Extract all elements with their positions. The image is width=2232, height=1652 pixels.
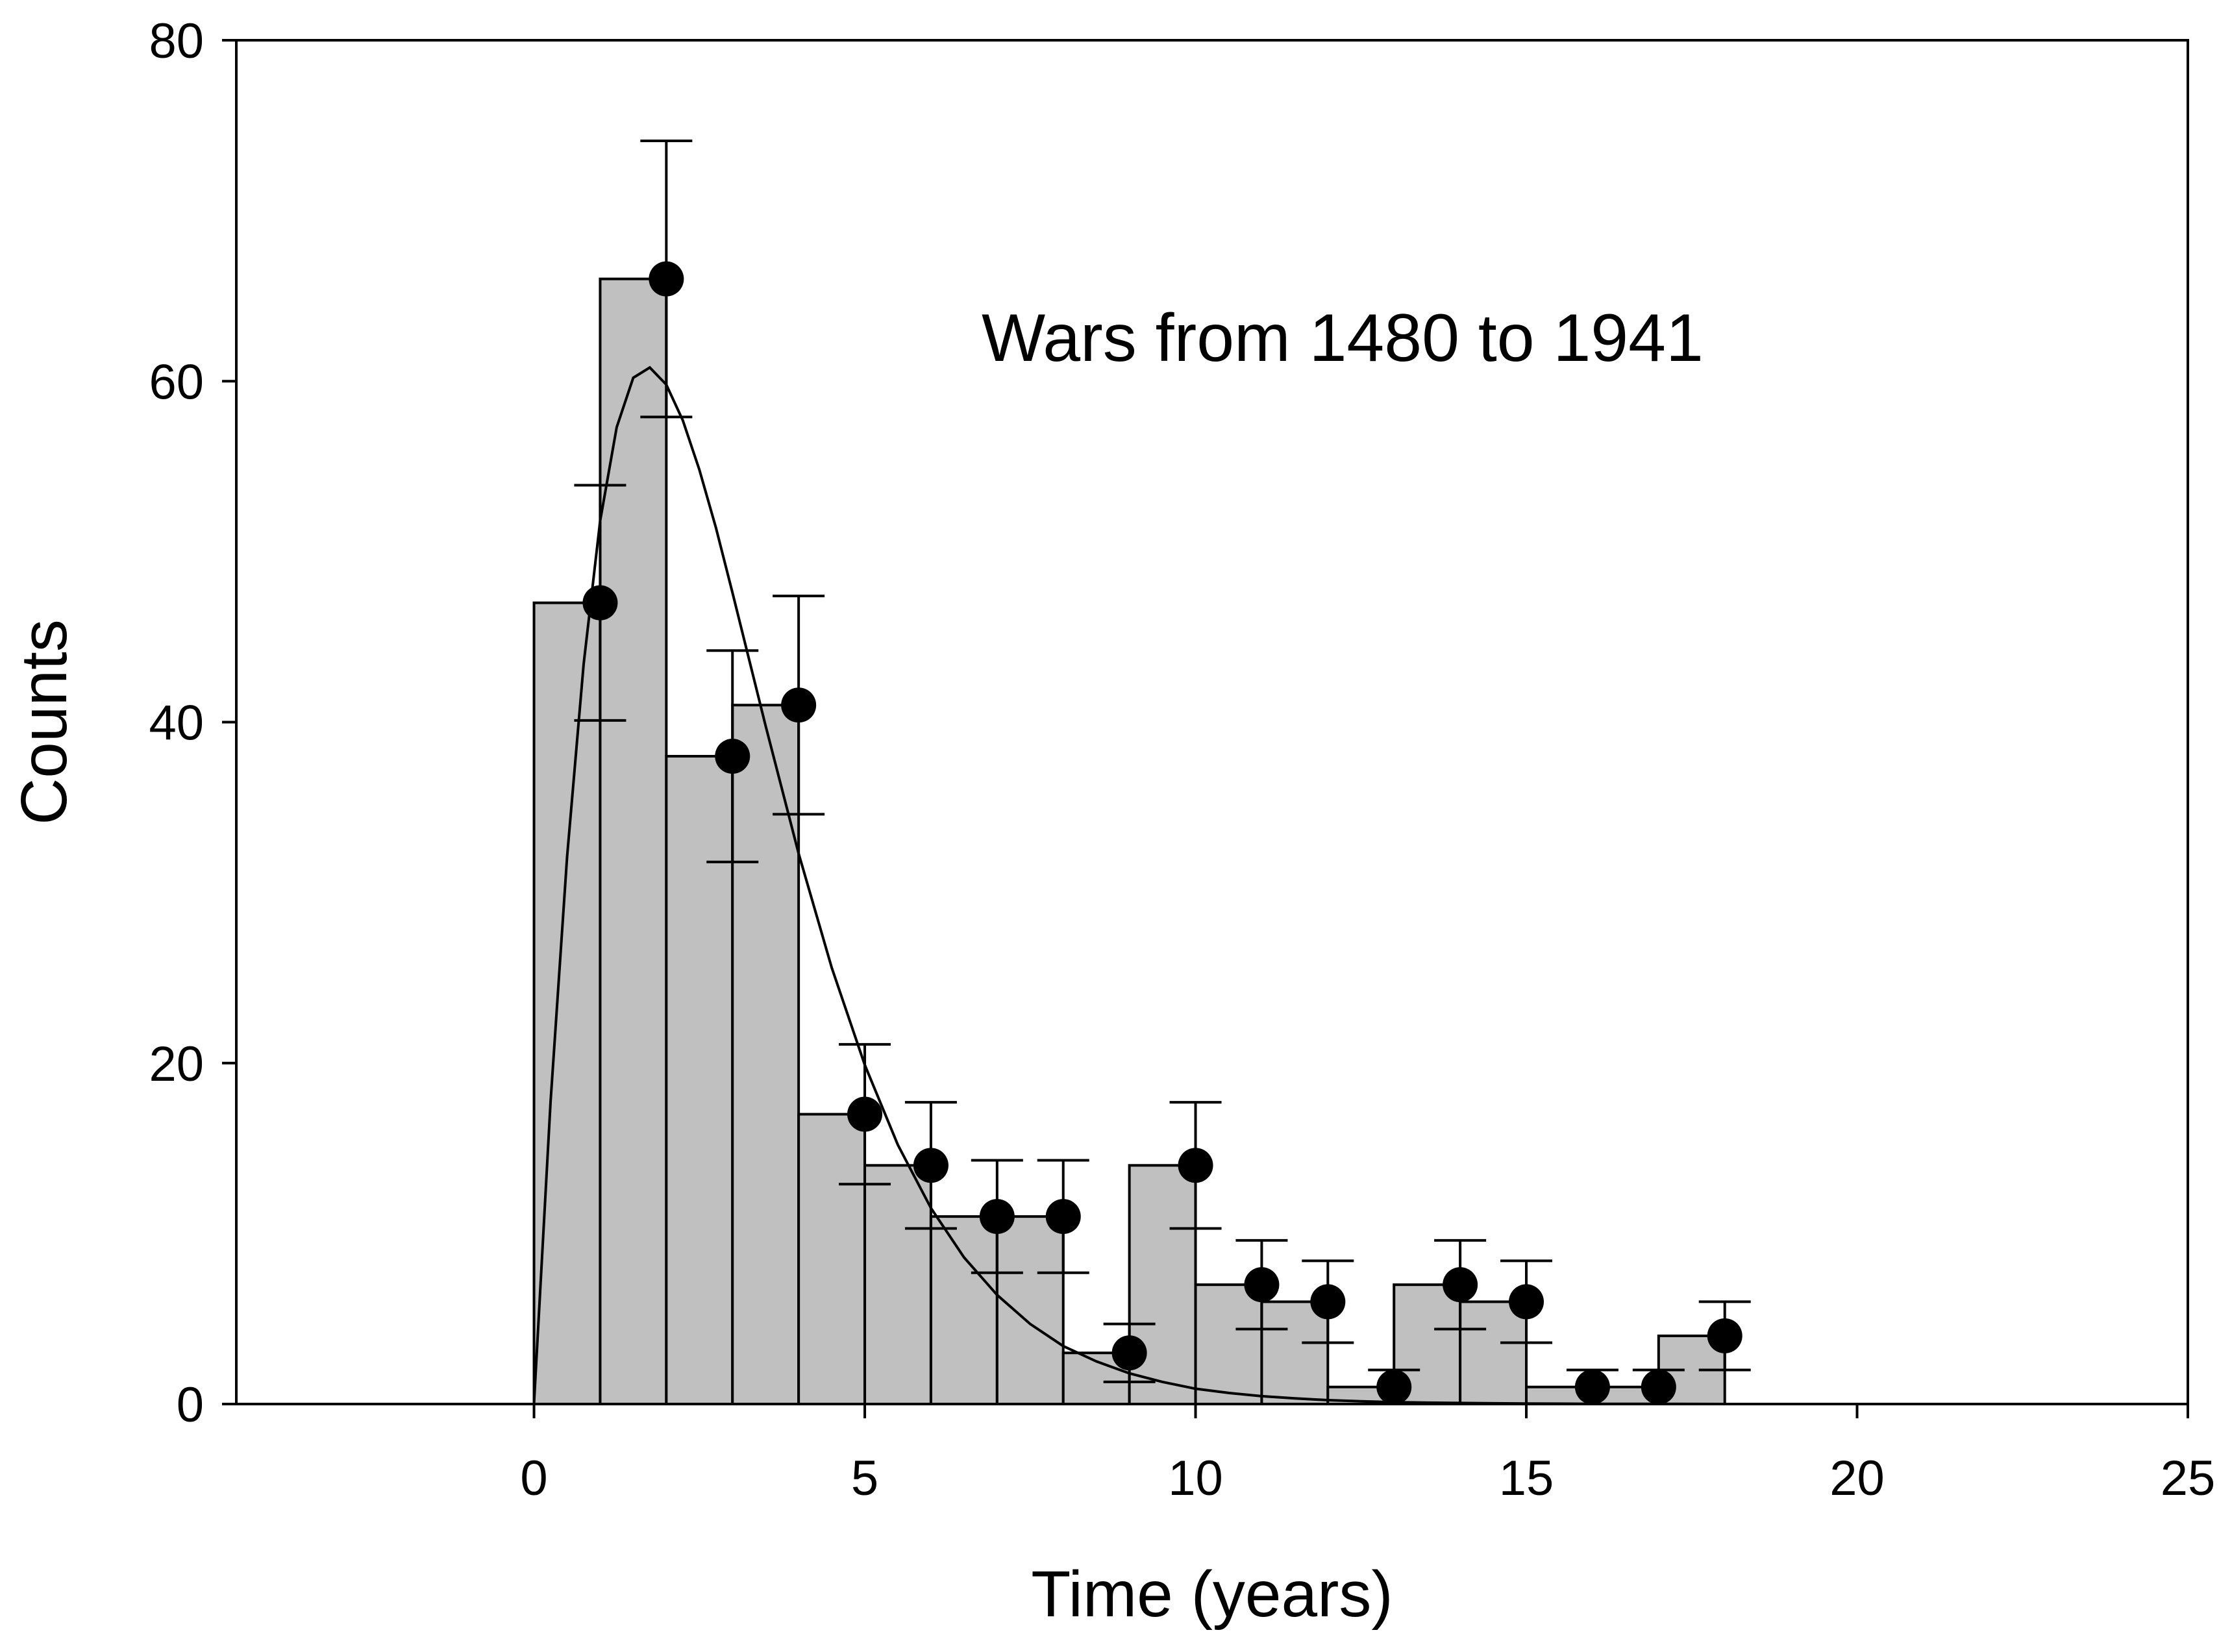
data-point (649, 261, 684, 297)
data-point (847, 1096, 883, 1132)
histogram-bar (731, 704, 800, 1405)
histogram-bar (929, 1215, 998, 1406)
data-point (1509, 1284, 1544, 1320)
points-layer (582, 261, 1742, 1405)
data-point (715, 739, 750, 774)
histogram-bar (1128, 1164, 1197, 1405)
data-point (1310, 1284, 1346, 1320)
data-point (1641, 1369, 1676, 1405)
bars-layer (532, 277, 1726, 1406)
x-axis-label: Time (years) (1031, 1558, 1393, 1631)
x-tick-label: 0 (520, 1451, 547, 1506)
data-point (781, 687, 817, 723)
histogram-bar (863, 1164, 932, 1405)
chart-annotation: Wars from 1480 to 1941 (982, 301, 1704, 376)
histogram-bar (797, 1113, 867, 1405)
data-point (1707, 1318, 1742, 1353)
data-point (979, 1199, 1015, 1235)
data-point (1376, 1369, 1412, 1405)
x-tick-label: 15 (1499, 1451, 1554, 1506)
x-tick-label: 20 (1829, 1451, 1885, 1506)
y-tick-label: 0 (177, 1377, 204, 1433)
data-point (913, 1148, 949, 1183)
y-tick-label: 40 (149, 696, 204, 751)
axes-layer: 0 5 10 15 20 25 0 20 40 60 80 (149, 14, 2215, 1506)
x-tick-label: 25 (2161, 1451, 2216, 1506)
y-axis-label: Counts (8, 619, 81, 825)
histogram-bar (599, 277, 668, 1405)
histogram-bar (995, 1215, 1065, 1406)
data-point (1574, 1369, 1610, 1405)
histogram-bar (1459, 1300, 1528, 1406)
histogram-bar (1260, 1300, 1330, 1406)
histogram-bar (532, 601, 602, 1405)
y-tick-label: 20 (149, 1037, 204, 1092)
data-point (1045, 1199, 1081, 1235)
x-tick-label: 10 (1168, 1451, 1223, 1506)
data-point (582, 585, 618, 621)
histogram-bar (1194, 1283, 1263, 1405)
x-tick-label: 5 (851, 1451, 878, 1506)
data-point (1178, 1148, 1213, 1183)
data-point (1111, 1335, 1147, 1371)
plot-frame (235, 39, 2189, 1405)
y-tick-label: 60 (149, 354, 204, 410)
y-tick-label: 80 (149, 14, 204, 69)
data-point (1443, 1267, 1478, 1303)
data-point (1244, 1267, 1280, 1303)
histogram-bar (665, 755, 734, 1405)
